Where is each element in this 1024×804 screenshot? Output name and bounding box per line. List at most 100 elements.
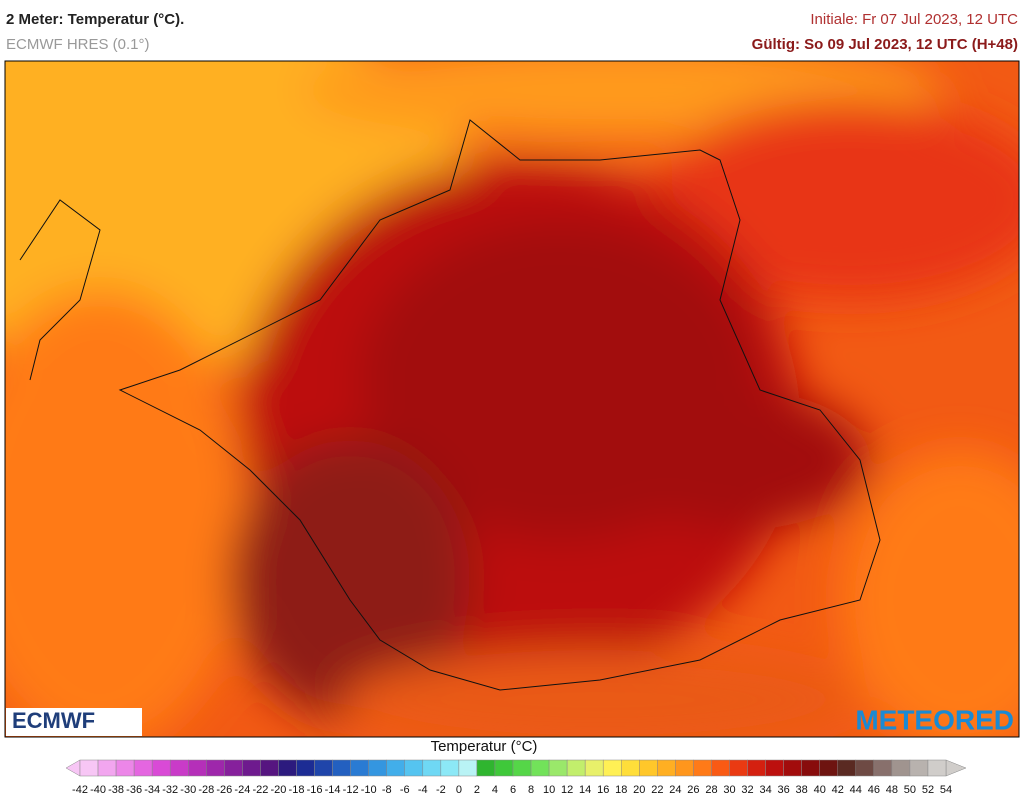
legend-swatch [621, 759, 640, 777]
legend-swatch [584, 759, 604, 777]
legend-swatch [530, 759, 550, 777]
legend-swatch [314, 759, 333, 777]
legend-swatch [693, 759, 712, 777]
legend-tick-label: -2 [436, 784, 446, 796]
legend-swatch [476, 759, 496, 777]
legend-tick-label: 54 [940, 784, 952, 796]
legend-swatch [873, 759, 893, 777]
legend-tick-label: -32 [162, 784, 178, 796]
legend-swatch [801, 759, 820, 777]
legend-swatch [115, 759, 135, 777]
legend-tick-label: -24 [234, 784, 250, 796]
legend-tick-label: 36 [778, 784, 790, 796]
legend-swatch [837, 759, 857, 777]
legend-swatch [548, 759, 568, 777]
legend-tick-label: -38 [108, 784, 124, 796]
legend-tick-label: -34 [144, 784, 160, 796]
legend-tick-label: 44 [850, 784, 862, 796]
legend-tick-label: -18 [289, 784, 305, 796]
legend-swatch [386, 759, 406, 777]
logo-box [6, 708, 142, 736]
legend-swatch [657, 759, 676, 777]
legend-swatch [440, 759, 460, 777]
legend-swatch [169, 759, 189, 777]
legend-tick-label: 26 [687, 784, 699, 796]
legend-swatch [783, 759, 802, 777]
legend-tick-label: -30 [180, 784, 196, 796]
legend-tick-label: 32 [741, 784, 753, 796]
legend-swatch [151, 759, 171, 777]
model-name: ECMWF HRES (0.1°) [6, 36, 150, 53]
legend-tick-label: 2 [474, 784, 480, 796]
legend-tick-label: -8 [382, 784, 392, 796]
legend-tick-label: -4 [418, 784, 428, 796]
legend-tick-label: -22 [252, 784, 268, 796]
legend-tick-label: 40 [814, 784, 826, 796]
legend-swatch [639, 759, 658, 777]
legend-swatch [729, 759, 748, 777]
legend-swatch [855, 759, 875, 777]
init-time: Initiale: Fr 07 Jul 2023, 12 UTC [810, 11, 1018, 28]
legend-tick-label: 14 [579, 784, 591, 796]
legend-tick-label: -36 [126, 784, 142, 796]
legend-swatch [332, 759, 351, 777]
legend-swatch [224, 759, 243, 777]
legend-tick-label: 6 [510, 784, 516, 796]
legend-swatch [350, 759, 369, 777]
legend-swatch [242, 759, 261, 777]
legend-swatch [891, 759, 911, 777]
legend-swatch [909, 759, 929, 777]
legend-tick-label: -16 [307, 784, 323, 796]
legend-tick-label: 38 [796, 784, 808, 796]
legend-swatch [206, 759, 225, 777]
legend-swatch [512, 759, 532, 777]
legend-swatch [296, 759, 315, 777]
legend-tick-label: 52 [922, 784, 934, 796]
legend-tick-label: 48 [886, 784, 898, 796]
legend-tick-label: -6 [400, 784, 410, 796]
legend-tick-label: -40 [90, 784, 106, 796]
map-title: 2 Meter: Temperatur (°C). [6, 11, 184, 28]
legend-tick-label: -12 [343, 784, 359, 796]
legend-tick-label: -20 [271, 784, 287, 796]
legend-tick-label: 46 [868, 784, 880, 796]
legend-tick-label: 10 [543, 784, 555, 796]
legend-swatch [188, 759, 207, 777]
legend-swatch [368, 759, 387, 777]
legend-swatch [79, 759, 99, 777]
legend-tick-label: 34 [759, 784, 771, 796]
legend-tick-label: 20 [633, 784, 645, 796]
legend-tick-label: -10 [361, 784, 377, 796]
ecmwf-logo: ECMWF [12, 708, 95, 733]
legend-arrow-right [945, 759, 967, 777]
legend-tick-label: -26 [216, 784, 232, 796]
legend-swatch [711, 759, 730, 777]
legend-tick-label: 16 [597, 784, 609, 796]
legend-swatch [97, 759, 117, 777]
legend-swatch [927, 759, 947, 777]
legend-tick-label: 22 [651, 784, 663, 796]
legend-swatch [422, 759, 442, 777]
legend-tick-label: 30 [723, 784, 735, 796]
legend-tick-label: 24 [669, 784, 681, 796]
legend-tick-label: -42 [72, 784, 88, 796]
legend-tick-label: 4 [492, 784, 498, 796]
legend-arrow-left [65, 759, 81, 777]
legend-tick-label: 12 [561, 784, 573, 796]
legend-swatch [602, 759, 622, 777]
legend-tick-label: 18 [615, 784, 627, 796]
legend-swatch [675, 759, 694, 777]
legend-tick-label: -28 [198, 784, 214, 796]
legend-swatch [765, 759, 784, 777]
meteored-logo: METEORED [855, 704, 1014, 735]
legend-swatch [133, 759, 153, 777]
map [5, 61, 1019, 737]
legend-tick-label: 42 [832, 784, 844, 796]
legend-title: Temperatur (°C) [431, 738, 538, 755]
legend-swatch [819, 759, 838, 777]
legend-swatch [747, 759, 766, 777]
legend-tick-label: 28 [705, 784, 717, 796]
legend-tick-label: 8 [528, 784, 534, 796]
legend-tick-label: 50 [904, 784, 916, 796]
